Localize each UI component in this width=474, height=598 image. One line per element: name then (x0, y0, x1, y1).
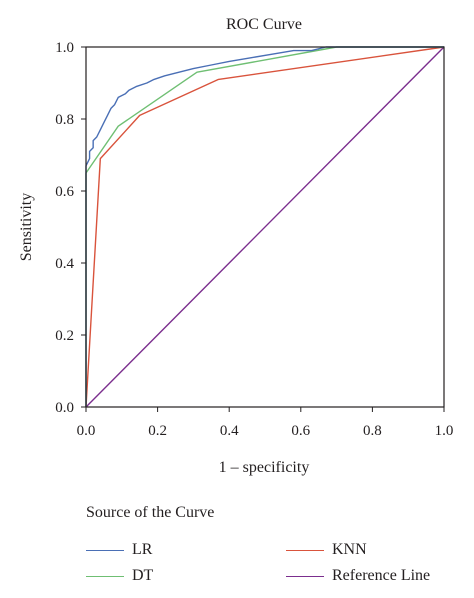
y-tick-label: 0.2 (55, 328, 74, 344)
y-tick-label: 0.8 (55, 112, 74, 128)
series-line-knn (85, 46, 445, 408)
y-axis-label: Sensitivity (18, 193, 35, 261)
series-line-lr (85, 46, 444, 407)
x-tick-label: 0.4 (220, 423, 239, 439)
x-tick-label: 0.8 (363, 423, 382, 439)
x-axis-label: 1 – specificity (219, 459, 310, 476)
chart-title: ROC Curve (226, 16, 302, 33)
y-tick-label: 1.0 (55, 40, 74, 56)
x-tick-label: 0.0 (77, 423, 96, 439)
x-tick-label: 0.2 (148, 423, 167, 439)
x-tick-label: 1.0 (435, 423, 454, 439)
series-line-reference-line (85, 46, 445, 408)
y-tick-label: 0.6 (55, 184, 74, 200)
x-tick-label: 0.6 (291, 423, 310, 439)
y-tick-label: 0.0 (55, 400, 74, 416)
y-tick-label: 0.4 (55, 256, 74, 272)
plot-frame (85, 46, 445, 408)
